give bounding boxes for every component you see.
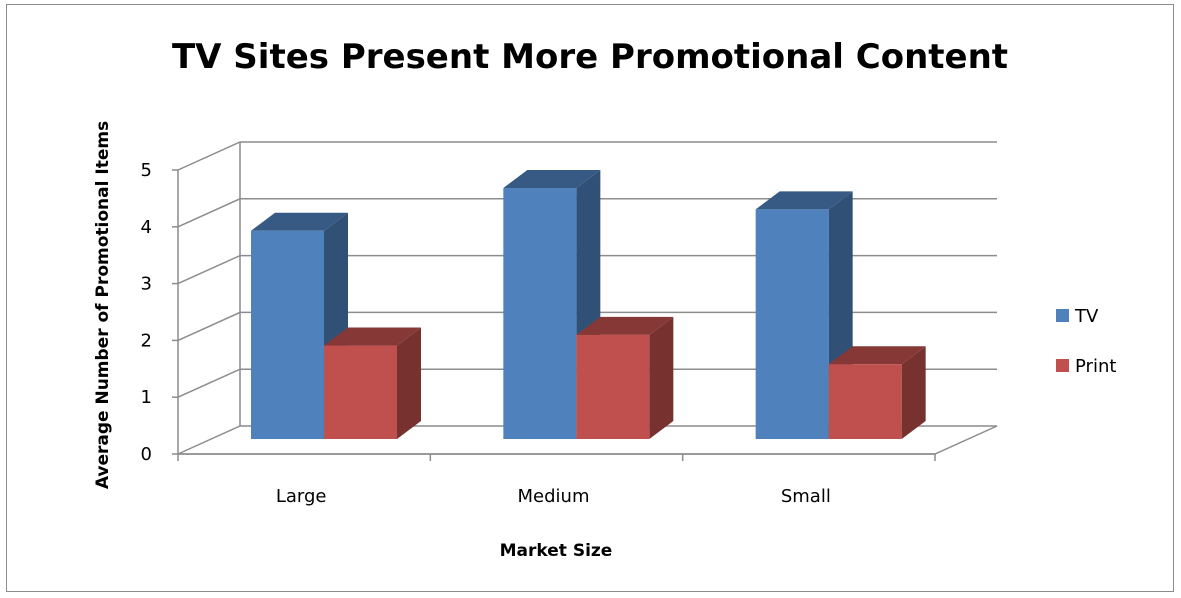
gridline <box>177 141 997 171</box>
y-tick-label: 2 <box>141 330 152 351</box>
y-tick-label: 5 <box>141 160 152 181</box>
x-tick-label: Medium <box>518 486 590 507</box>
bar-front <box>324 345 397 439</box>
legend-swatch-print <box>1056 359 1069 372</box>
bar-print-large <box>324 327 421 439</box>
bar-top <box>755 191 853 210</box>
bar-side <box>397 327 421 439</box>
bar-top <box>576 316 674 335</box>
legend-label-tv: TV <box>1074 306 1099 327</box>
y-axis-title: Average Number of Promotional Items <box>93 121 113 489</box>
bar-front <box>828 364 902 439</box>
y-tick-label: 1 <box>141 387 152 408</box>
bar-front <box>251 230 324 439</box>
gridlines <box>177 141 997 398</box>
legend-label-print: Print <box>1075 356 1116 377</box>
x-axis: Large Medium Small <box>177 453 936 507</box>
legend: TV Print <box>1056 306 1116 377</box>
bar-side <box>649 316 674 439</box>
bar-front <box>503 188 577 439</box>
y-axis: 0 1 2 3 4 5 <box>141 160 179 465</box>
gridline <box>177 198 997 228</box>
bar-front <box>576 334 650 439</box>
y-tick-label: 3 <box>141 274 152 295</box>
bar-print-small <box>828 346 926 439</box>
y-tick-label: 4 <box>141 217 152 238</box>
bar-top <box>828 346 926 365</box>
x-tick-label: Small <box>781 486 831 507</box>
gridline <box>177 368 997 398</box>
x-tick-label: Large <box>276 486 327 507</box>
gridline <box>177 311 997 342</box>
bars <box>251 170 926 439</box>
bar-top <box>503 170 601 189</box>
chart-title: TV Sites Present More Promotional Conten… <box>172 37 1008 77</box>
bar-side <box>901 346 926 439</box>
bar-top <box>324 327 421 346</box>
y-tick-label: 0 <box>141 444 152 465</box>
x-axis-title: Market Size <box>500 541 613 561</box>
gridline <box>177 254 997 285</box>
legend-swatch-tv <box>1056 309 1069 322</box>
bar-top <box>251 212 348 231</box>
bar-print-medium <box>576 316 674 439</box>
bar-front <box>755 209 829 439</box>
